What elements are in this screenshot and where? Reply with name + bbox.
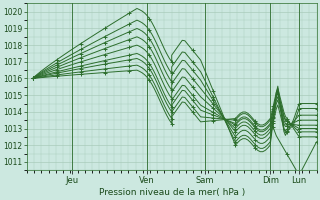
X-axis label: Pression niveau de la mer( hPa ): Pression niveau de la mer( hPa ) [99, 188, 245, 197]
